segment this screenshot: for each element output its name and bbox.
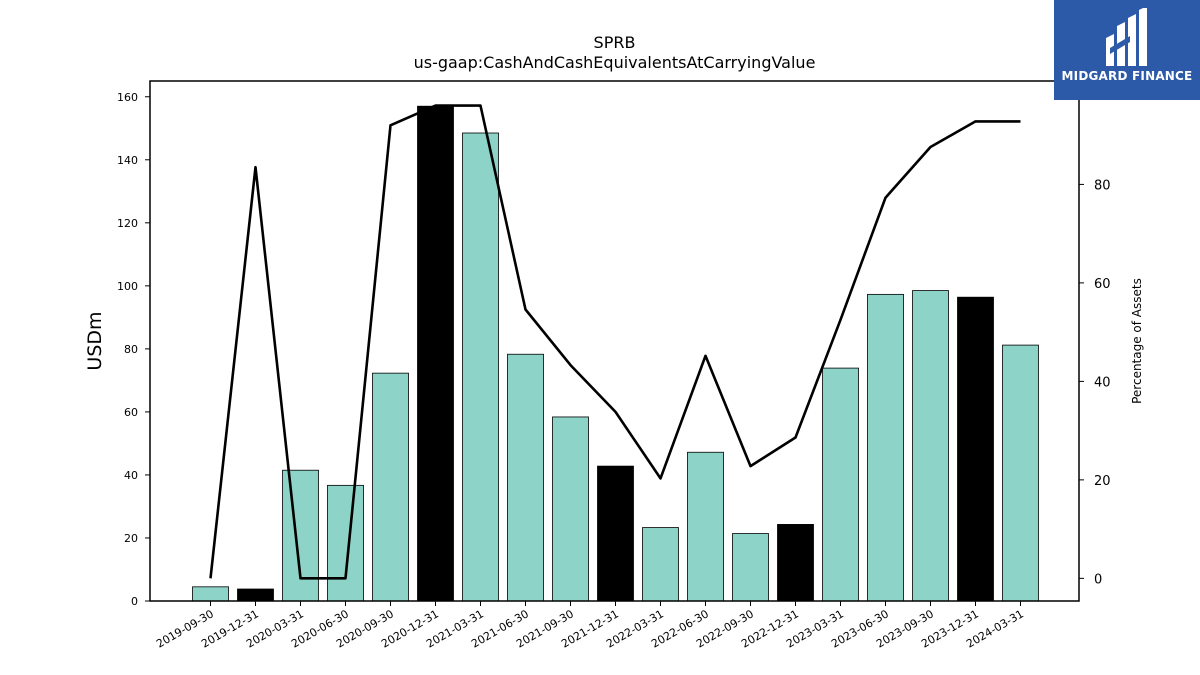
bar-2022-06-30 <box>687 451 724 602</box>
y-tick-label: 100 <box>117 280 138 293</box>
brand-logo: MIDGARD FINANCE <box>1054 0 1200 100</box>
bar-2023-09-30 <box>912 290 949 602</box>
bar-2021-06-30 <box>507 353 544 602</box>
y-tick-label: 20 <box>124 532 138 545</box>
brand-name: MIDGARD FINANCE <box>1061 69 1193 83</box>
bar-2023-06-30 <box>867 293 904 602</box>
bar-2022-12-31 <box>777 524 814 602</box>
midgard-logo-icon <box>1106 8 1147 66</box>
y2-axis-label: Percentage of Assets <box>1130 278 1144 404</box>
line-layer <box>209 104 1021 580</box>
chart-subtitle: us-gaap:CashAndCashEquivalentsAtCarrying… <box>414 53 816 72</box>
bar-2020-09-30 <box>372 372 409 602</box>
y2-tick-label: 40 <box>1094 375 1111 390</box>
bar-2021-09-30 <box>552 416 589 602</box>
bar-2022-09-30 <box>732 533 769 602</box>
y-tick-label: 60 <box>124 406 138 419</box>
y-tick-label: 120 <box>117 217 138 230</box>
y-tick-label: 140 <box>117 154 138 167</box>
y2-tick-label: 20 <box>1094 474 1111 489</box>
y-axis-right: 0 20 40 60 80 <box>1079 178 1111 587</box>
bar-2021-12-31 <box>597 465 634 602</box>
y-axis-left: 0 20 40 60 80 100 120 140 160 <box>117 91 150 608</box>
y2-tick-label: 80 <box>1094 178 1111 193</box>
bar-2023-12-31 <box>957 296 994 602</box>
bar-2020-12-31 <box>417 105 454 602</box>
bar-2023-03-31 <box>822 367 859 602</box>
plot-frame <box>149 80 1080 602</box>
y2-tick-label: 0 <box>1094 572 1102 587</box>
bar-2019-09-30 <box>192 586 229 602</box>
bar-2021-03-31 <box>462 132 499 602</box>
y-tick-label: 0 <box>131 595 138 608</box>
bars-layer <box>192 105 1039 602</box>
bar-2019-12-31 <box>237 588 274 602</box>
y-tick-label: 80 <box>124 343 138 356</box>
bar-2020-03-31 <box>282 469 319 602</box>
y-tick-label: 160 <box>117 91 138 104</box>
y-axis-label: USDm <box>84 311 106 370</box>
chart-title: SPRB <box>594 33 636 52</box>
y2-tick-label: 60 <box>1094 277 1111 292</box>
x-axis: 2019-09-302019-12-312020-03-312020-06-30… <box>154 601 1026 651</box>
bar-2022-03-31 <box>642 527 679 602</box>
y-tick-label: 40 <box>124 469 138 482</box>
bar-2020-06-30 <box>327 484 364 602</box>
bar-2024-03-31 <box>1002 344 1039 602</box>
